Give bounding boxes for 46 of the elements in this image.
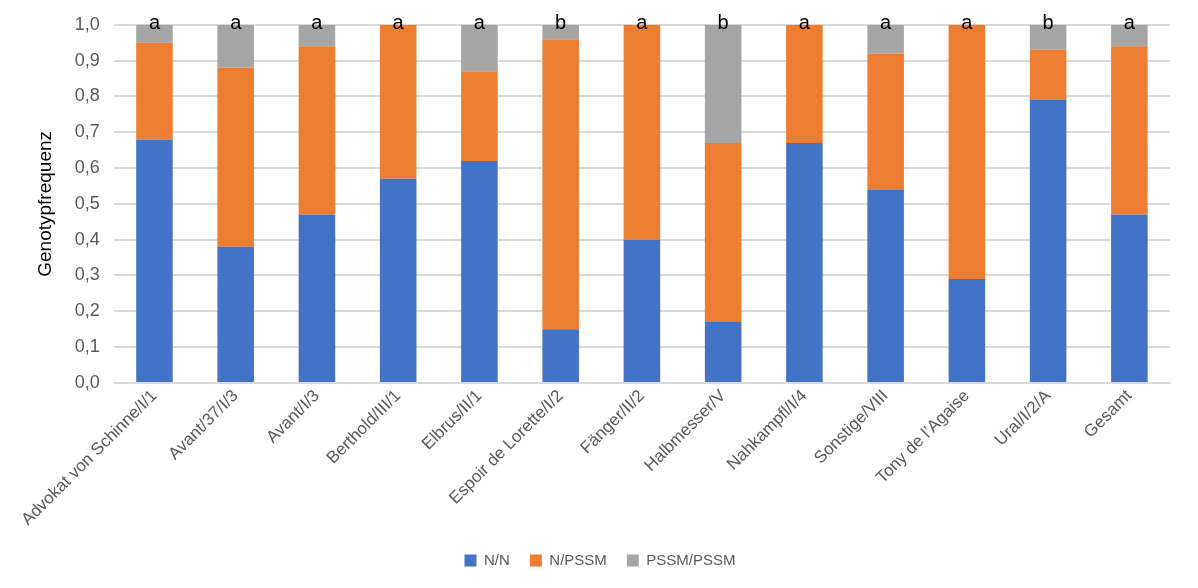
y-tick-label: 1,0 xyxy=(74,13,100,34)
bar xyxy=(379,178,417,382)
annotation: a xyxy=(473,10,486,33)
bar xyxy=(1029,49,1067,101)
bar xyxy=(298,214,336,382)
bar xyxy=(1111,46,1148,215)
legend-label: PSSM/PSSM xyxy=(646,550,736,568)
bar xyxy=(867,189,904,382)
annotation: a xyxy=(148,10,161,33)
bar xyxy=(786,142,823,382)
y-tick-label: 0,9 xyxy=(74,49,100,70)
bar xyxy=(217,246,254,382)
annotation: a xyxy=(1123,10,1136,33)
legend-label: N/PSSM xyxy=(549,550,607,568)
bar xyxy=(461,160,498,382)
bar xyxy=(461,71,498,161)
legend-label: N/N xyxy=(483,550,510,568)
annotation: b xyxy=(555,10,567,33)
annotation: a xyxy=(311,10,324,33)
y-tick-label: 0,6 xyxy=(74,157,100,178)
annotation: b xyxy=(717,10,729,33)
y-tick-label: 0,1 xyxy=(74,336,100,357)
bar xyxy=(217,67,254,247)
bar xyxy=(136,139,173,382)
bar xyxy=(542,39,579,330)
bar xyxy=(1029,100,1067,382)
bar xyxy=(704,142,742,323)
y-tick-label: 0,7 xyxy=(74,121,100,142)
y-tick-label: 0,5 xyxy=(74,192,100,213)
annotation: b xyxy=(1042,10,1054,33)
bar xyxy=(867,53,904,190)
bar xyxy=(298,46,336,215)
y-tick-label: 0,3 xyxy=(74,264,100,285)
y-tick-label: 0,0 xyxy=(74,371,100,392)
bar xyxy=(948,279,986,382)
y-tick-label: 0,8 xyxy=(74,85,100,106)
y-tick-label: 0,4 xyxy=(74,228,100,249)
bar xyxy=(704,322,742,382)
bar xyxy=(623,239,661,382)
annotation: a xyxy=(230,10,243,33)
y-axis-title: Genotypfrequenz xyxy=(33,130,55,277)
bar xyxy=(542,329,579,382)
annotation: a xyxy=(880,10,893,33)
bar xyxy=(136,42,173,140)
bar xyxy=(1111,214,1148,382)
y-tick-label: 0,2 xyxy=(74,300,100,321)
